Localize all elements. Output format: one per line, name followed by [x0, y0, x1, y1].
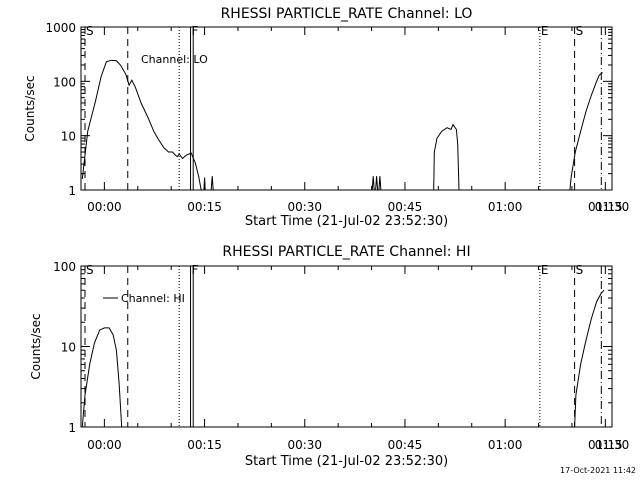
- event-marker-label: S: [86, 24, 94, 38]
- x-tick-label: 01:30: [595, 438, 630, 452]
- chart-panel-2: RHESSI PARTICLE_RATE Channel: HI Counts/s…: [29, 244, 629, 469]
- x-tick-label: 00:45: [388, 200, 423, 214]
- x-tick-label: 01:15: [588, 438, 623, 452]
- chart-title: RHESSI PARTICLE_RATE Channel: LO: [221, 6, 473, 22]
- y-tick-label: 100: [53, 260, 76, 274]
- x-tick-label: 00:15: [187, 438, 222, 452]
- x-tick-label: 00:45: [388, 438, 423, 452]
- plot-frame: [80, 26, 613, 191]
- series-line: [574, 289, 605, 427]
- y-tick-label: 100: [53, 75, 76, 89]
- legend-entry: Channel: LO: [141, 53, 208, 66]
- y-axis-label: Counts/sec: [29, 313, 43, 379]
- legend-entry: Channel: HI: [121, 292, 185, 305]
- x-axis-label: Start Time (21-Jul-02 23:52:30): [245, 454, 448, 469]
- y-tick-label: 10: [61, 130, 76, 144]
- y-tick-label: 1000: [45, 21, 76, 35]
- x-tick-label: 00:00: [87, 438, 122, 452]
- x-tick-label: 01:15: [588, 200, 623, 214]
- event-marker-label: S: [576, 263, 584, 277]
- series-line: [81, 59, 202, 190]
- series-line: [433, 123, 460, 190]
- x-tick-label: 00:30: [287, 200, 322, 214]
- plot-panels: RHESSI PARTICLE_RATE Channel: LO Counts/s…: [23, 6, 629, 469]
- event-marker-label: S: [86, 263, 94, 277]
- y-axis-label: Counts/sec: [23, 75, 37, 141]
- y-tick-label: 1: [68, 421, 76, 435]
- legend: Channel: LO: [141, 53, 208, 66]
- x-tick-label: 00:15: [187, 200, 222, 214]
- series-line: [210, 176, 214, 190]
- series-line: [569, 72, 603, 190]
- chart-title: RHESSI PARTICLE_RATE Channel: HI: [222, 244, 470, 260]
- legend: Channel: HI: [103, 292, 185, 305]
- event-marker-label: E: [541, 263, 549, 277]
- chart-panel-1: RHESSI PARTICLE_RATE Channel: LO Counts/s…: [23, 6, 629, 229]
- event-marker-label: S: [576, 24, 584, 38]
- event-marker-label: F: [192, 24, 199, 38]
- event-marker-label: F: [192, 263, 199, 277]
- y-tick-label: 10: [61, 341, 76, 355]
- x-tick-label: 01:30: [595, 200, 630, 214]
- x-tick-label: 00:30: [287, 438, 322, 452]
- series-line: [371, 176, 375, 190]
- x-axis-label: Start Time (21-Jul-02 23:52:30): [245, 214, 448, 229]
- x-tick-label: 00:00: [87, 200, 122, 214]
- x-tick-label: 01:00: [488, 438, 523, 452]
- x-tick-label: 01:00: [488, 200, 523, 214]
- series-line: [375, 176, 379, 190]
- series-line: [378, 176, 382, 190]
- series-line: [81, 327, 123, 427]
- series-line: [203, 177, 206, 190]
- event-marker-label: E: [541, 24, 549, 38]
- generation-timestamp: 17-Oct-2021 11:42: [560, 466, 636, 475]
- y-tick-label: 1: [68, 184, 76, 198]
